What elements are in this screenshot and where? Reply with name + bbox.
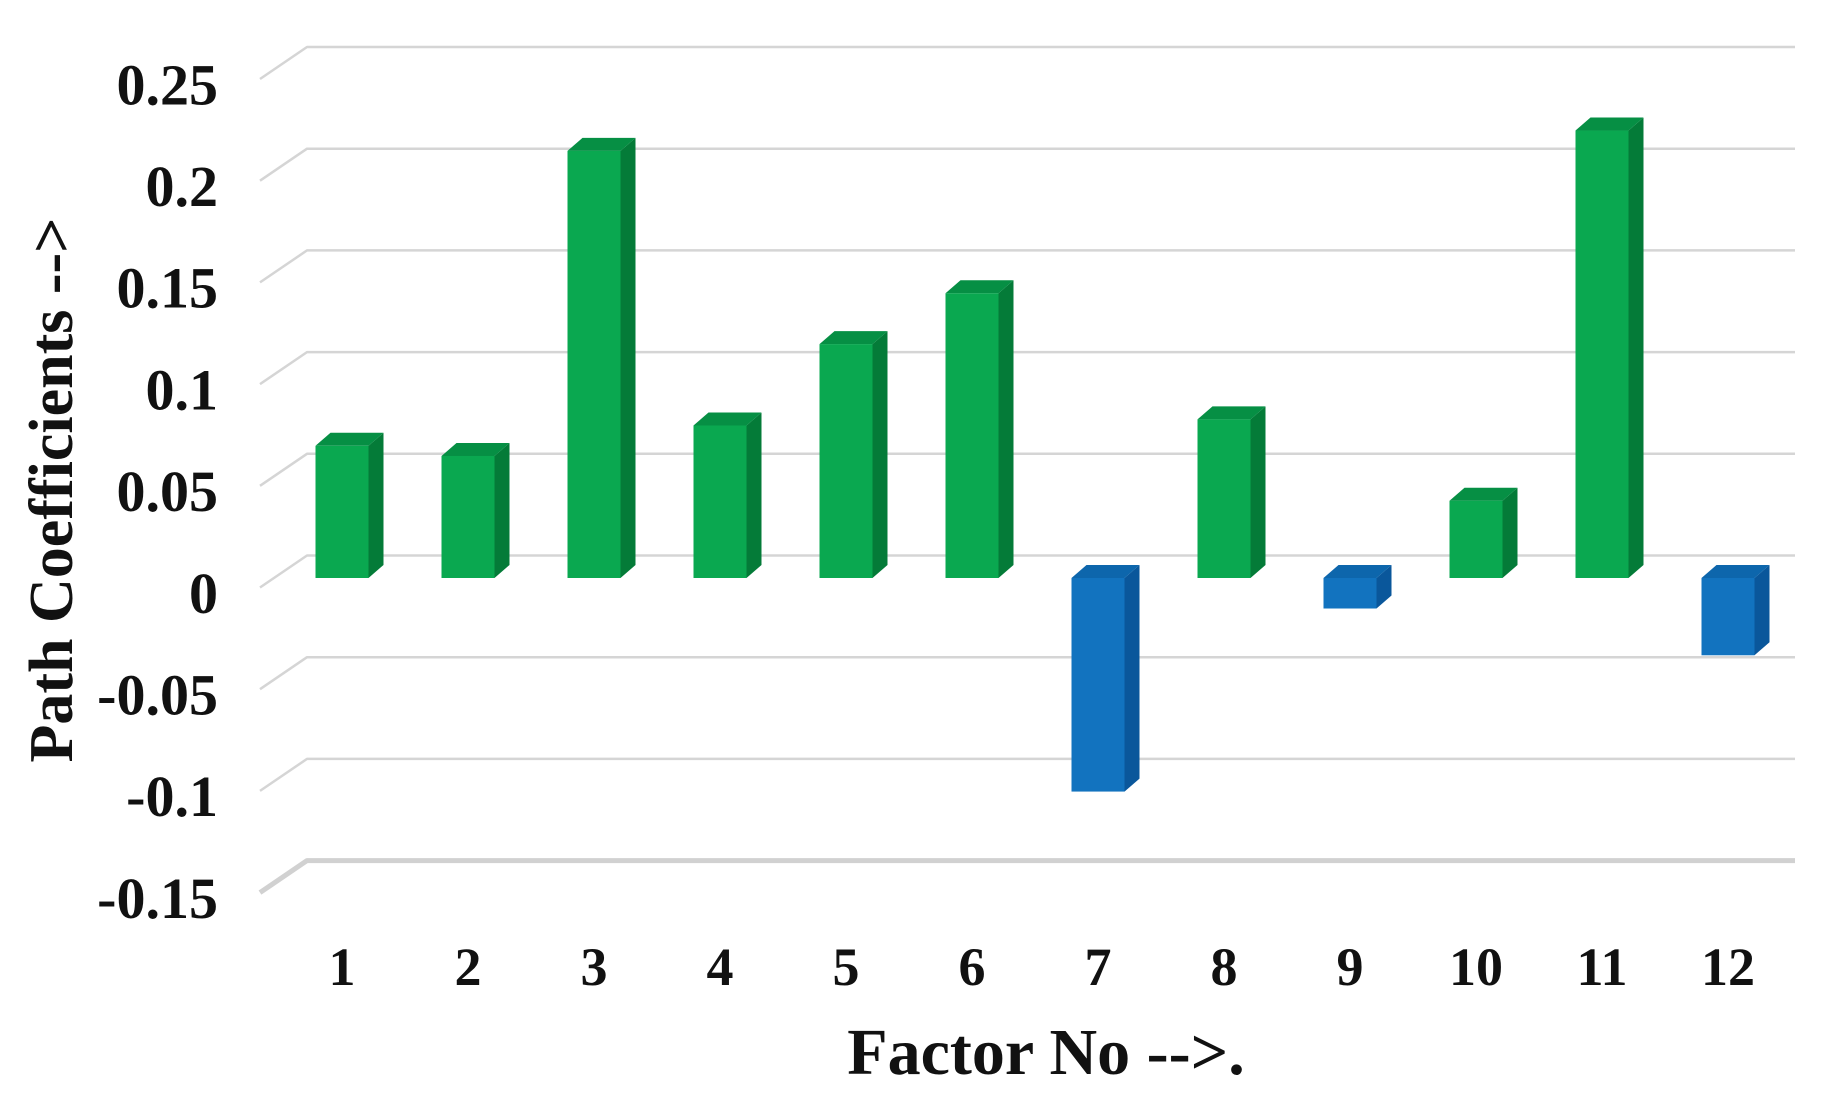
y-tick-label: 0.2 [146,154,219,219]
bar-positive [1449,487,1518,578]
bar-side-face [494,442,510,578]
y-tick-label: 0.15 [117,256,219,321]
bar-top-face [1071,565,1140,578]
y-tick-label: 0 [189,561,218,626]
bar-side-face [998,280,1014,578]
bar-positive [945,280,1014,578]
bar-front-face [1071,578,1125,792]
bar-front-face [1197,419,1251,578]
bar-top-face [1449,487,1518,501]
bar-positive [693,412,762,578]
bar-positive [1197,406,1266,578]
bar-front-face [441,455,495,578]
y-tick-label: -0.05 [97,663,218,728]
bar-negative [1323,565,1392,609]
bar-negative [1071,565,1140,792]
bar-top-face [945,280,1014,294]
bar-front-face [1701,578,1755,656]
bar-side-face [620,137,636,579]
x-tick-label: 2 [455,937,482,997]
bar-side-face [1376,565,1392,609]
bar-positive [567,137,636,579]
bar-top-face [441,442,510,456]
gridline [259,45,1795,81]
gridline [259,452,1795,487]
bar-side-face [368,432,384,578]
bar-side-face [1628,117,1644,579]
bar-side-face [1502,487,1518,578]
y-tick-label: 0.05 [117,459,219,524]
bar-front-face [819,344,873,578]
bar-front-face [315,445,369,578]
bar-top-face [315,432,384,446]
x-tick-label: 4 [707,937,734,997]
x-tick-label: 1 [329,937,356,997]
gridline [259,655,1795,691]
y-tick-label: 0.1 [146,357,219,422]
x-tick-label: 8 [1211,937,1238,997]
bar-top-face [693,412,762,426]
bar-side-face [872,331,888,578]
x-tick-label: 5 [833,937,860,997]
gridline [259,350,1795,386]
y-axis-title: Path Coefficients --> [18,218,86,763]
x-axis-baseline [258,858,1795,895]
y-tick-label: 0.25 [117,52,219,117]
bar-top-face [819,331,888,345]
bar-positive [441,442,510,578]
bar-top-face [1197,406,1266,420]
bar-side-face [1250,406,1266,578]
gridline [259,249,1795,284]
y-axis-tick-labels: 0.25 0.2 0.15 0.1 0.05 0 -0.05 -0.1 -0.15 [97,52,218,931]
bar-positive [1575,117,1644,579]
bar-front-face [1323,578,1377,609]
bar-positive [819,331,888,578]
bar-top-face [1575,117,1644,131]
x-axis-tick-labels: 1 2 3 4 5 6 7 8 9 10 11 12 [329,937,1756,997]
x-tick-label: 7 [1085,937,1112,997]
gridline [259,554,1795,589]
gridline [259,147,1795,182]
x-tick-label: 12 [1701,937,1755,997]
x-tick-label: 9 [1337,937,1364,997]
gridline [259,757,1795,792]
bar-top-face [1323,565,1392,578]
bar-front-face [945,293,999,578]
bar-front-face [567,150,621,579]
bar-front-face [1449,500,1503,578]
x-tick-label: 3 [581,937,608,997]
bar-top-face [1701,565,1770,578]
bar-side-face [746,412,762,578]
bar-side-face [1754,565,1770,656]
y-tick-label: -0.15 [97,866,218,931]
x-tick-label: 11 [1576,937,1627,997]
bar-side-face [1124,565,1140,792]
bar-positive [315,432,384,578]
x-axis-title: Factor No -->. [847,1016,1244,1089]
bar-negative [1701,565,1770,656]
bar-front-face [693,425,747,578]
gridlines [258,45,1795,895]
bar-front-face [1575,130,1629,578]
x-tick-label: 10 [1449,937,1503,997]
y-tick-label: -0.1 [126,764,218,829]
bar-top-face [567,137,636,151]
x-tick-label: 6 [959,937,986,997]
bars [315,117,1770,792]
